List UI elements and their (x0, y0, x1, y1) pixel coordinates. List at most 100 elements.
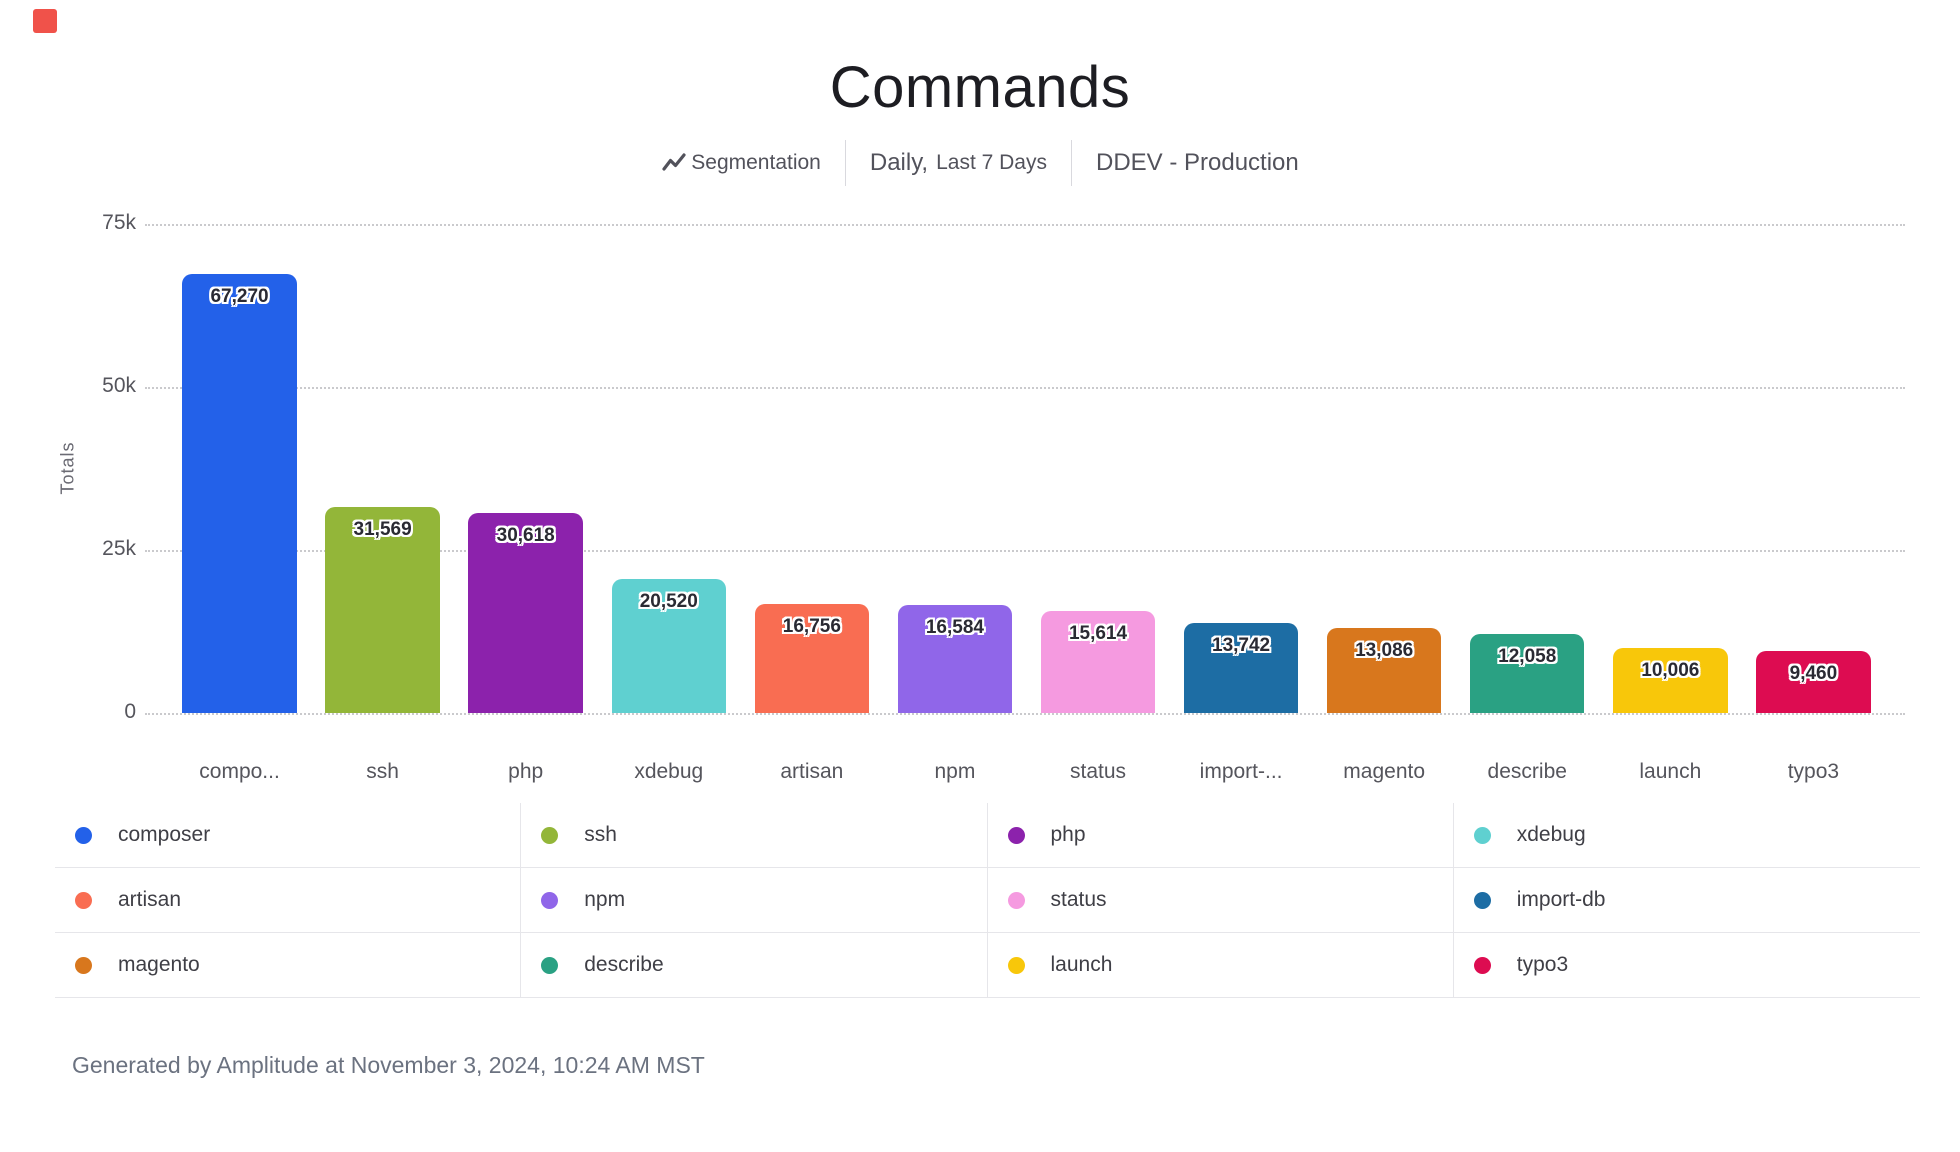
bar[interactable]: 67,270 (182, 274, 297, 713)
legend-color-dot (1473, 826, 1491, 844)
bar[interactable]: 16,584 (897, 605, 1013, 713)
segmentation-label: Segmentation (691, 151, 821, 174)
segmentation-group: Segmentation (637, 151, 845, 175)
bar-value-label: 15,614 (1068, 623, 1128, 644)
legend-color-dot (541, 826, 559, 844)
legend-item[interactable]: artisan (55, 868, 522, 933)
bar-series: 67,270 31,569 30,618 20,520 16,756 16,58… (168, 224, 1885, 713)
legend-color-dot (541, 956, 559, 974)
x-tick-label: launch (1639, 760, 1702, 783)
bar-value-label: 10,006 (1641, 660, 1700, 681)
legend-label: npm (584, 888, 626, 911)
bar-slot: 10,006 (1599, 224, 1742, 713)
bar-slot: 16,756 (740, 224, 883, 713)
legend-item[interactable]: status (987, 868, 1454, 933)
bar-slot: 67,270 (168, 224, 311, 713)
horizontal-gridline (145, 387, 1905, 389)
period-primary: Daily, (869, 149, 929, 176)
y-tick-label: 0 (124, 700, 136, 723)
bar-slot: 31,569 (311, 224, 454, 713)
legend-item[interactable]: npm (521, 868, 988, 933)
x-axis-ticks: compo... ssh php xdebug artisan npm status impo… (168, 760, 1885, 784)
bar-slot: 16,584 (883, 224, 1026, 713)
legend-color-dot (75, 826, 92, 844)
period-group: Daily, Last 7 Days (846, 149, 1071, 177)
legend-item[interactable]: import-db (1453, 868, 1920, 933)
horizontal-gridline (145, 713, 1905, 715)
bar[interactable]: 30,618 (468, 513, 583, 713)
x-tick-label: describe (1487, 760, 1567, 783)
bar-slot: 13,086 (1313, 224, 1456, 713)
legend-color-dot (1007, 826, 1025, 844)
horizontal-gridline (145, 550, 1905, 552)
legend-item[interactable]: launch (987, 933, 1454, 998)
bar-slot: 15,614 (1026, 224, 1169, 713)
x-tick-label: magento (1343, 760, 1426, 783)
legend-color-dot (1007, 891, 1025, 909)
page-title: Commands (829, 55, 1131, 120)
chart-subtitle: Segmentation Daily, Last 7 Days DDEV - P… (0, 140, 1960, 186)
legend-label: launch (1050, 953, 1113, 976)
bar-value-label: 67,270 (210, 286, 269, 307)
y-axis-title: Totals (57, 441, 78, 495)
legend-item[interactable]: describe (521, 933, 988, 998)
legend-label: xdebug (1516, 823, 1586, 846)
x-tick-label: php (508, 760, 544, 783)
project-name: DDEV - Production (1095, 149, 1299, 176)
line-chart-icon (661, 151, 687, 175)
y-tick-label: 25k (102, 537, 136, 560)
bar-value-label: 20,520 (639, 591, 698, 612)
bar[interactable]: 20,520 (611, 579, 726, 713)
legend-item[interactable]: composer (55, 803, 522, 868)
period-secondary: Last 7 Days (936, 151, 1047, 174)
bar-value-label: 16,756 (782, 616, 841, 637)
legend-item[interactable]: php (987, 803, 1454, 868)
legend-item[interactable]: xdebug (1453, 803, 1920, 868)
bar-value-label: 13,742 (1212, 635, 1271, 656)
x-tick-label: compo... (199, 760, 280, 783)
bar[interactable]: 13,086 (1326, 628, 1442, 713)
legend-label: ssh (584, 823, 617, 846)
bar[interactable]: 16,756 (754, 604, 870, 713)
legend-label: composer (118, 823, 211, 846)
x-tick-label: typo3 (1787, 760, 1840, 783)
bar-value-label: 16,584 (925, 617, 984, 638)
x-tick-label: npm (934, 760, 976, 783)
legend-label: describe (584, 953, 664, 976)
legend-label: magento (118, 953, 200, 976)
legend-label: artisan (118, 888, 182, 911)
legend-color-dot (541, 891, 559, 909)
x-tick-label: ssh (366, 760, 399, 783)
bar-value-label: 12,058 (1498, 646, 1557, 667)
bar[interactable]: 12,058 (1470, 634, 1585, 713)
bar[interactable]: 10,006 (1613, 648, 1728, 713)
legend-item[interactable]: typo3 (1453, 933, 1920, 998)
bar[interactable]: 9,460 (1756, 651, 1871, 713)
legend-item[interactable]: magento (55, 933, 522, 998)
x-tick-label: import-... (1199, 760, 1283, 783)
project-group: DDEV - Production (1072, 149, 1323, 177)
bar[interactable]: 31,569 (325, 507, 440, 713)
x-tick-label: status (1069, 760, 1127, 783)
bar-value-label: 9,460 (1789, 663, 1838, 684)
bar[interactable]: 15,614 (1040, 611, 1156, 713)
legend-label: php (1050, 823, 1086, 846)
legend-color-dot (1007, 956, 1025, 974)
bar-value-label: 31,569 (353, 519, 412, 540)
bar-slot: 20,520 (597, 224, 740, 713)
generated-by-text: Generated by Amplitude at November 3, 20… (72, 1052, 705, 1078)
bar-value-label: 13,086 (1355, 640, 1414, 661)
bar-value-label: 30,618 (496, 525, 555, 546)
legend-item[interactable]: ssh (521, 803, 988, 868)
legend-color-dot (1473, 891, 1491, 909)
logo-square (33, 9, 57, 33)
legend-label: typo3 (1516, 953, 1569, 976)
y-tick-label: 50k (102, 374, 136, 397)
x-tick-label: xdebug (634, 760, 704, 783)
bar-slot: 13,742 (1170, 224, 1313, 713)
bar[interactable]: 13,742 (1183, 623, 1299, 713)
y-tick-label: 75k (102, 211, 136, 234)
x-tick-label: artisan (780, 760, 844, 783)
legend-label: import-db (1516, 888, 1606, 911)
